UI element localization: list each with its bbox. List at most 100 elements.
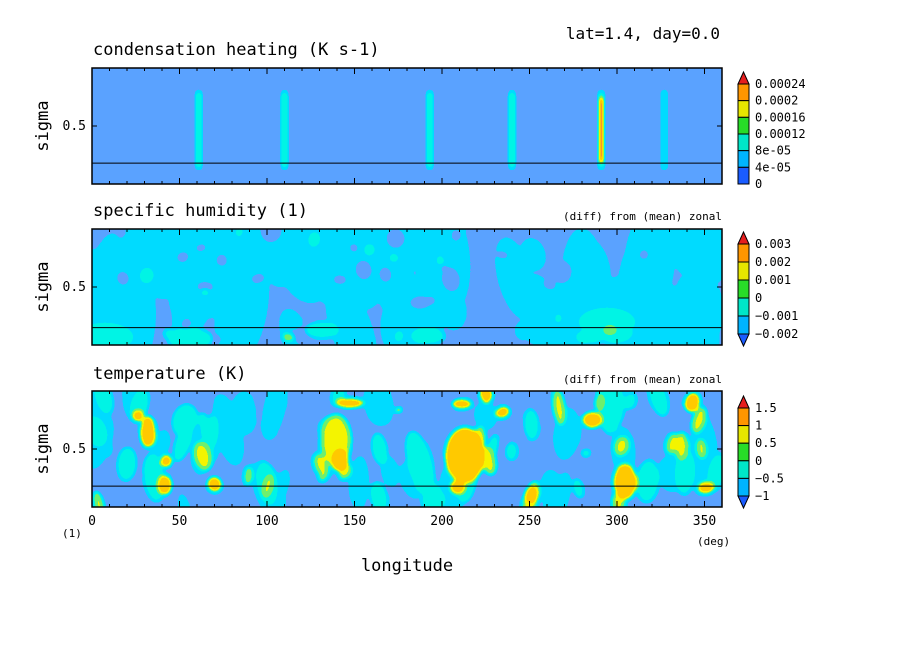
humidity-contour: [202, 236, 232, 278]
x-tick-label: 100: [255, 514, 278, 529]
temperature-contour: [140, 416, 156, 448]
temperature-contour: [592, 492, 616, 507]
x-tick-labels: 0 50 100 150 200 250 300 350: [88, 514, 716, 529]
humidity-contour: [397, 270, 415, 287]
heating-plume: [660, 90, 669, 170]
temperature-contour: [369, 481, 388, 507]
temperature-contour: [452, 435, 478, 475]
colorbar-label: −0.5: [755, 471, 784, 485]
heating-plume: [705, 84, 718, 136]
temperature-contour: [585, 422, 608, 452]
heating-plume: [114, 84, 126, 136]
heating-plume: [305, 84, 317, 136]
humidity-contour: [125, 229, 158, 264]
y-axis-label: sigma: [33, 261, 53, 312]
heating-field: [92, 68, 722, 184]
humidity-contour: [552, 261, 572, 283]
humidity-contour: [117, 272, 129, 285]
temperature-contour: [495, 406, 510, 419]
humidity-contour: [235, 229, 243, 237]
humidity-contour: [436, 255, 444, 266]
colorbar-label: 1.5: [755, 401, 777, 415]
colorbar-label: 0.002: [755, 255, 791, 269]
humidity-contour: [416, 241, 438, 295]
y-axis-label: sigma: [33, 100, 53, 151]
temperature-contour: [529, 396, 547, 411]
humidity-contour: [389, 253, 399, 262]
humidity-contour: [343, 229, 388, 273]
humidity-contour: [555, 314, 562, 323]
humidity-contour: [387, 229, 405, 248]
colorbar-label: 1: [755, 419, 762, 433]
panel-title: specific humidity (1): [93, 201, 308, 221]
heating-plume: [478, 84, 490, 136]
humidity-contour: [520, 238, 546, 271]
heating-plume: [281, 93, 288, 167]
temperature-contour: [260, 391, 288, 440]
humidity-contour: [326, 280, 377, 345]
humidity-contour: [379, 267, 391, 282]
temperature-contour: [165, 471, 196, 507]
temperature-contour: [192, 441, 213, 471]
colorbar-label: 0.00012: [755, 127, 806, 141]
humidity-contour: [333, 275, 346, 284]
colorbar-segment: [737, 243, 750, 263]
temperature-contour: [336, 398, 364, 408]
temperature-contour: [331, 448, 349, 472]
colorbar-label: 4e-05: [755, 160, 791, 174]
humidity-contour: [177, 252, 189, 262]
temperature-contour: [207, 476, 222, 493]
x-unit-label: (deg): [697, 535, 730, 548]
temperature-contour: [421, 482, 441, 507]
temperature-contour: [582, 450, 590, 456]
humidity-contour: [196, 244, 206, 251]
humidity-contour: [576, 330, 604, 344]
temperature-contour: [450, 480, 465, 494]
x-ticks: [91, 391, 723, 507]
humidity-contour: [425, 297, 436, 305]
colorbar-segment: [737, 166, 750, 185]
temperature-contour: [94, 391, 114, 414]
temperature-contour: [117, 447, 137, 481]
humidity-contour: [167, 327, 213, 345]
temperature-contour: [152, 428, 171, 460]
temperature-contour: [276, 447, 300, 470]
temperature-contour: [100, 489, 128, 507]
temperature-contour: [582, 412, 602, 428]
y-axis-label: sigma: [33, 423, 53, 474]
humidity-contour: [356, 261, 372, 279]
colorbar-arrow-top: [737, 394, 750, 409]
heating-plume: [600, 102, 603, 158]
colorbar-arrow-bottom: [737, 495, 750, 510]
x-ticks: [91, 68, 723, 184]
humidity-contour: [216, 254, 227, 266]
humidity-contour: [496, 251, 508, 258]
temperature-contour: [146, 396, 171, 422]
y-tick-label: 0.5: [63, 280, 86, 295]
colorbar-arrow-top: [737, 70, 750, 85]
humidity-contour: [442, 267, 460, 291]
colorbar-label: 0: [755, 454, 762, 468]
colorbar-label: 0.003: [755, 237, 791, 251]
temperature-contour: [196, 496, 214, 506]
panel-condensation-heating: condensation heating (K s-1) sigma 0.5 0…: [33, 40, 806, 191]
humidity-contour: [515, 320, 532, 340]
colorbar-segment: [737, 279, 750, 299]
temperature-contour: [613, 464, 637, 500]
colorbar-segment: [737, 315, 750, 335]
x-tick-label: 50: [172, 514, 188, 529]
panel-specific-humidity: specific humidity (1) (diff) from (mean)…: [33, 201, 798, 348]
colorbar-segment: [737, 407, 750, 427]
humidity-contour: [543, 280, 556, 289]
humidity-contour: [197, 282, 214, 292]
colorbar-segment: [737, 460, 750, 479]
humidity-contour: [172, 262, 210, 345]
humidity-contour: [182, 319, 191, 330]
colorbar-label: 8e-05: [755, 144, 791, 158]
temperature-contour: [623, 392, 637, 410]
temperature-contour: [513, 459, 534, 479]
colorbar-label: −1: [755, 489, 769, 503]
colorbar-label: −0.001: [755, 309, 798, 323]
humidity-contour: [623, 229, 671, 345]
